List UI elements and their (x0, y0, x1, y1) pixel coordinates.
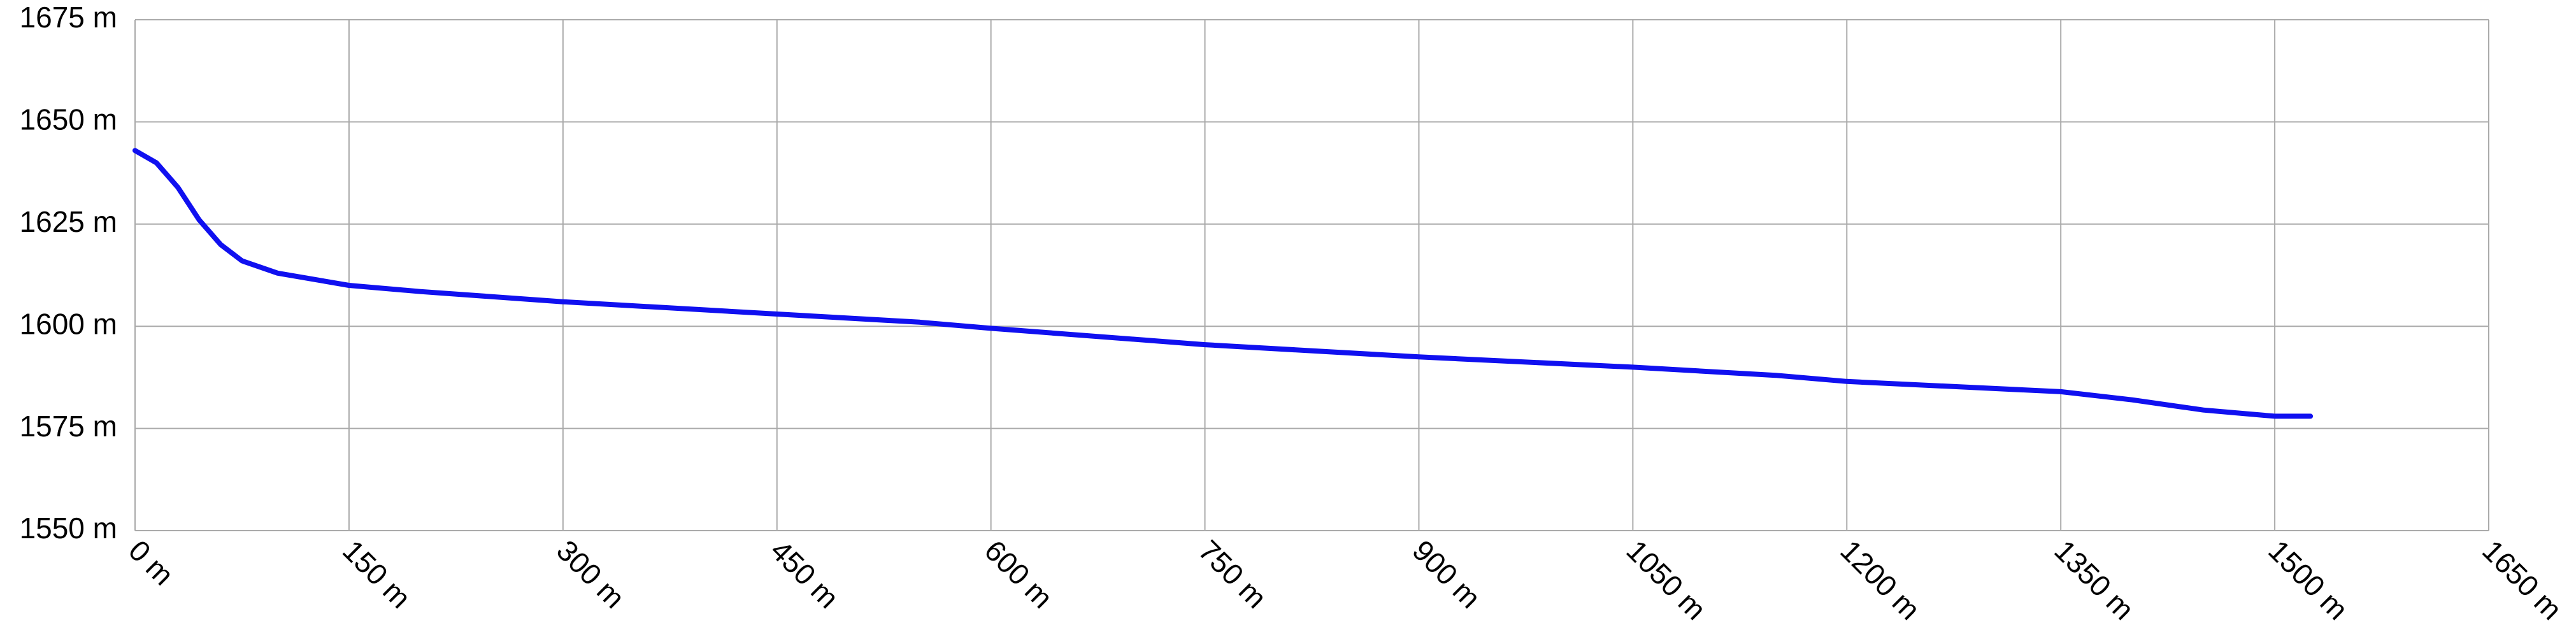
elevation-line (132, 148, 2314, 419)
x-tick-label: 450 m (764, 534, 845, 615)
y-tick-label: 1575 m (20, 410, 117, 443)
y-tick-label: 1550 m (20, 512, 117, 545)
x-tick-label: 1650 m (2476, 534, 2568, 626)
x-tick-label: 600 m (978, 534, 1059, 615)
x-tick-label: 0 m (122, 534, 180, 592)
y-tick-label: 1650 m (20, 103, 117, 136)
x-tick-label: 1350 m (2048, 534, 2140, 626)
y-tick-label: 1625 m (20, 205, 117, 238)
y-tick-label: 1675 m (20, 1, 117, 34)
x-tick-label: 1200 m (1834, 534, 1926, 626)
x-tick-label: 750 m (1192, 534, 1273, 615)
x-tick-label: 150 m (336, 534, 417, 615)
y-tick-label: 1600 m (20, 307, 117, 340)
x-tick-label: 900 m (1406, 534, 1487, 615)
x-tick-label: 1500 m (2262, 534, 2354, 626)
x-tick-label: 1050 m (1620, 534, 1712, 626)
x-tick-label: 300 m (550, 534, 631, 615)
